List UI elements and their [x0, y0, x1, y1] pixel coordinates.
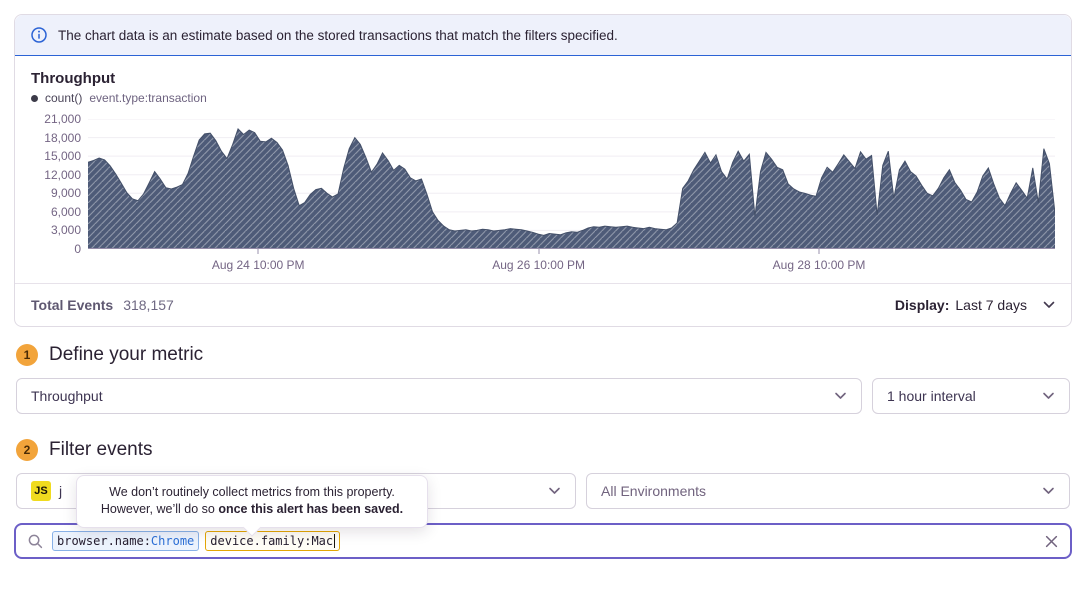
y-tick: 21,000: [44, 112, 81, 126]
total-events-label: Total Events: [31, 297, 114, 313]
info-icon: [31, 27, 47, 43]
chart-panel: The chart data is an estimate based on t…: [14, 14, 1072, 327]
metric-select-value: Throughput: [31, 388, 103, 404]
section-define-metric: 1 Define your metric: [16, 344, 1070, 366]
chevron-down-icon: [1043, 392, 1054, 399]
chart-panel-footer: Total Events 318,157 Display: Last 7 days: [15, 283, 1071, 326]
chevron-down-icon: [1043, 487, 1054, 494]
display-value: Last 7 days: [955, 297, 1027, 313]
area-series: [88, 128, 1055, 249]
search-icon: [28, 534, 43, 548]
javascript-platform-icon: JS: [31, 481, 51, 501]
banner-text: The chart data is an estimate based on t…: [58, 27, 618, 43]
clear-search-button[interactable]: [1045, 535, 1058, 548]
tooltip-line1: We don’t routinely collect metrics from …: [109, 485, 395, 499]
y-axis: 21,000 18,000 15,000 12,000 9,000 6,000 …: [31, 112, 81, 256]
tooltip-line2-bold: once this alert has been saved.: [218, 501, 404, 516]
y-tick: 12,000: [44, 167, 81, 182]
throughput-chart: 21,000 18,000 15,000 12,000 9,000 6,000 …: [31, 112, 1055, 279]
chevron-down-icon: [835, 392, 846, 399]
section-filter-events: 2 Filter events: [16, 439, 1070, 461]
metrics-warning-tooltip: We don’t routinely collect metrics from …: [76, 475, 428, 528]
chart-plot-area: Aug 24 10:00 PM Aug 26 10:00 PM Aug 28 1…: [88, 119, 1055, 279]
legend-series-dot: [31, 94, 38, 102]
section-title: Define your metric: [49, 344, 204, 365]
filter-rows: JS j All Environments We don’t routinely…: [14, 473, 1072, 559]
chart-title: Throughput: [31, 70, 116, 87]
chart-section: Throughput count() event.type:transactio…: [15, 56, 1071, 283]
project-select-value: j: [59, 483, 63, 499]
y-tick: 0: [74, 242, 81, 256]
info-banner: The chart data is an estimate based on t…: [15, 15, 1071, 56]
metric-row: Throughput 1 hour interval: [16, 378, 1070, 414]
section-title: Filter events: [49, 439, 153, 460]
area-series-outline: [88, 127, 1055, 236]
close-icon: [1045, 535, 1058, 547]
alert-builder-page: The chart data is an estimate based on t…: [0, 0, 1086, 573]
y-tick: 6,000: [50, 204, 81, 219]
legend-series-name: count(): [45, 91, 83, 105]
display-label: Display:: [894, 297, 950, 313]
throughput-area-svg: [88, 119, 1055, 249]
metric-select[interactable]: Throughput: [16, 378, 862, 414]
x-tick-mark: [257, 249, 259, 254]
total-events-value: 318,157: [123, 297, 174, 313]
filter-search-input[interactable]: browser.name:Chrome device.family: Mac: [14, 523, 1072, 559]
x-tick-mark: [818, 249, 820, 254]
environment-select[interactable]: All Environments: [586, 473, 1070, 509]
x-tick-label: Aug 24 10:00 PM: [211, 258, 305, 272]
display-period-dropdown[interactable]: Display: Last 7 days: [895, 297, 1055, 313]
x-tick-mark: [538, 249, 540, 254]
interval-select-value: 1 hour interval: [887, 388, 976, 404]
chevron-down-icon: [549, 487, 560, 494]
filter-token-browser-name[interactable]: browser.name:Chrome: [52, 531, 200, 551]
y-tick: 3,000: [50, 223, 81, 238]
x-tick-label: Aug 26 10:00 PM: [492, 258, 585, 272]
environment-select-value: All Environments: [601, 483, 707, 499]
total-events: Total Events 318,157: [31, 297, 174, 313]
step-number-badge: 1: [16, 344, 38, 366]
tooltip-line2: However, we’ll do so: [100, 501, 219, 516]
filter-token-device-family[interactable]: device.family: Mac: [205, 531, 341, 551]
chevron-down-icon: [1043, 301, 1055, 308]
x-axis: Aug 24 10:00 PM Aug 26 10:00 PM Aug 28 1…: [88, 249, 1055, 279]
y-tick: 18,000: [44, 130, 81, 145]
interval-select[interactable]: 1 hour interval: [872, 378, 1070, 414]
x-tick-label: Aug 28 10:00 PM: [772, 258, 866, 272]
y-tick: 9,000: [50, 186, 81, 201]
step-number-badge: 2: [16, 439, 38, 461]
legend-series-query: event.type:transaction: [89, 91, 207, 105]
chart-legend: count() event.type:transaction: [31, 91, 1055, 105]
text-cursor: [334, 534, 336, 548]
y-tick: 15,000: [44, 149, 81, 164]
